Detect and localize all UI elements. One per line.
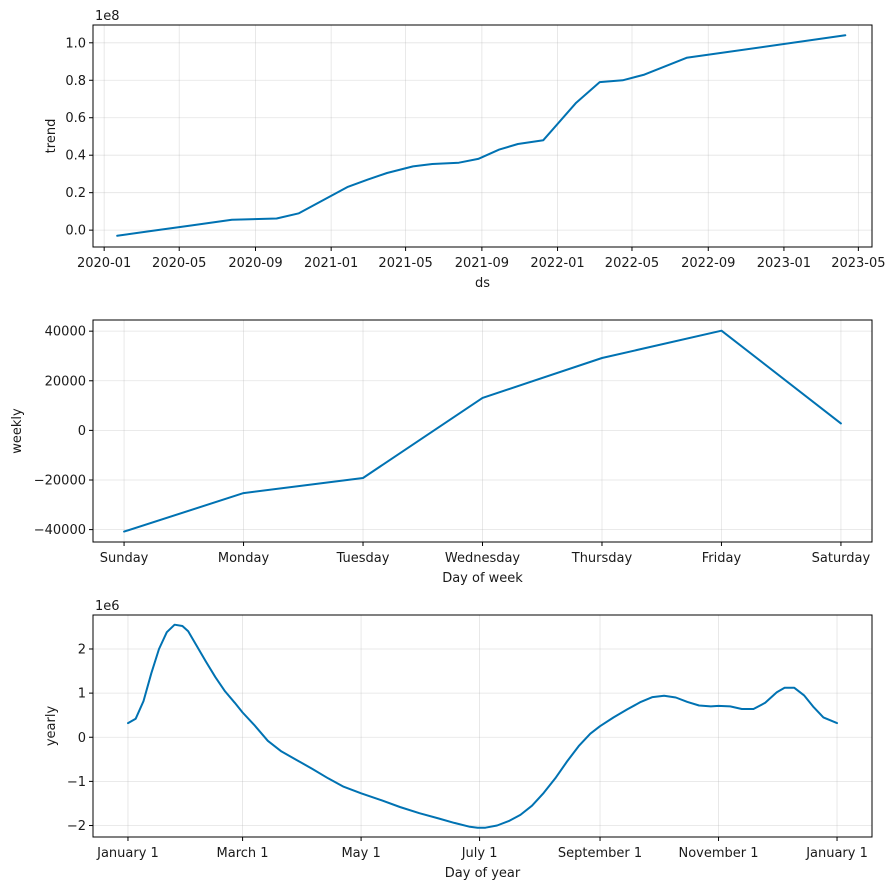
series-line-1 <box>127 623 838 829</box>
plot-frame <box>92 614 873 838</box>
x-tick-label: 2022-09 <box>681 256 735 271</box>
x-axis-label: Day of year <box>445 866 521 881</box>
plot-frame <box>92 24 873 248</box>
x-axis-label: ds <box>475 276 490 291</box>
y-axis-label: trend <box>44 119 59 154</box>
x-tick-label: Monday <box>218 551 270 566</box>
y-tick-label: −1 <box>67 775 86 790</box>
y-tick-label: −20000 <box>34 473 86 488</box>
x-tick-label: July 1 <box>461 846 498 861</box>
y-tick-label: 40000 <box>45 325 86 340</box>
x-tick-label: January 1 <box>96 846 159 861</box>
chart-panel-2: Sunday Monday Tuesday Wednesday Thursday Frid… <box>10 319 873 586</box>
x-tick-label: Sunday <box>100 551 149 566</box>
x-tick-label: Wednesday <box>445 551 521 566</box>
x-tick-label: September 1 <box>558 846 642 861</box>
y-tick-label: 0.8 <box>65 74 86 89</box>
y-tick-label: −2 <box>67 819 86 834</box>
series-line-1 <box>123 329 842 533</box>
y-axis-label: yearly <box>44 706 59 747</box>
x-tick-label: 2020-05 <box>152 256 206 271</box>
x-tick-label: Friday <box>702 551 742 566</box>
x-tick-label: 2020-09 <box>228 256 282 271</box>
y-tick-label: 1 <box>78 687 86 702</box>
series-line-1 <box>116 34 847 237</box>
x-tick-label: 2021-09 <box>455 256 509 271</box>
chart-panel-3: January 1 March 1 May 1 July 1 September 1 No… <box>44 599 873 881</box>
x-tick-label: 2021-05 <box>378 256 432 271</box>
x-tick-label: 2023-05 <box>831 256 885 271</box>
y-tick-label: 0.0 <box>65 224 86 239</box>
y-axis-label: weekly <box>10 408 25 454</box>
y-tick-label: −40000 <box>34 523 86 538</box>
x-tick-label: 2022-05 <box>605 256 659 271</box>
x-tick-label: 2021-01 <box>304 256 358 271</box>
y-tick-label: 20000 <box>45 374 86 389</box>
x-tick-label: Thursday <box>571 551 633 566</box>
x-tick-label: 2022-01 <box>530 256 584 271</box>
y-tick-label: 0 <box>78 731 86 746</box>
x-tick-label: March 1 <box>217 846 269 861</box>
axis-offset-label: 1e8 <box>95 9 120 24</box>
y-tick-label: 0.6 <box>65 111 86 126</box>
axis-offset-label: 1e6 <box>95 599 120 614</box>
x-axis-label: Day of week <box>442 571 523 586</box>
y-tick-label: 0.4 <box>65 149 86 164</box>
y-tick-label: 2 <box>78 642 86 657</box>
chart-panel-1: 2020-01 2020-05 2020-09 2021-01 2021-05 2021-… <box>44 9 886 291</box>
y-tick-label: 0 <box>78 424 86 439</box>
x-tick-label: Saturday <box>812 551 871 566</box>
y-tick-label: 0.2 <box>65 186 86 201</box>
x-tick-label: 2023-01 <box>757 256 811 271</box>
x-tick-label: Tuesday <box>336 551 390 566</box>
x-tick-label: 2020-01 <box>77 256 131 271</box>
y-tick-label: 1.0 <box>65 36 86 51</box>
x-tick-label: January 1 <box>805 846 868 861</box>
x-tick-label: May 1 <box>341 846 380 861</box>
x-tick-label: November 1 <box>679 846 759 861</box>
